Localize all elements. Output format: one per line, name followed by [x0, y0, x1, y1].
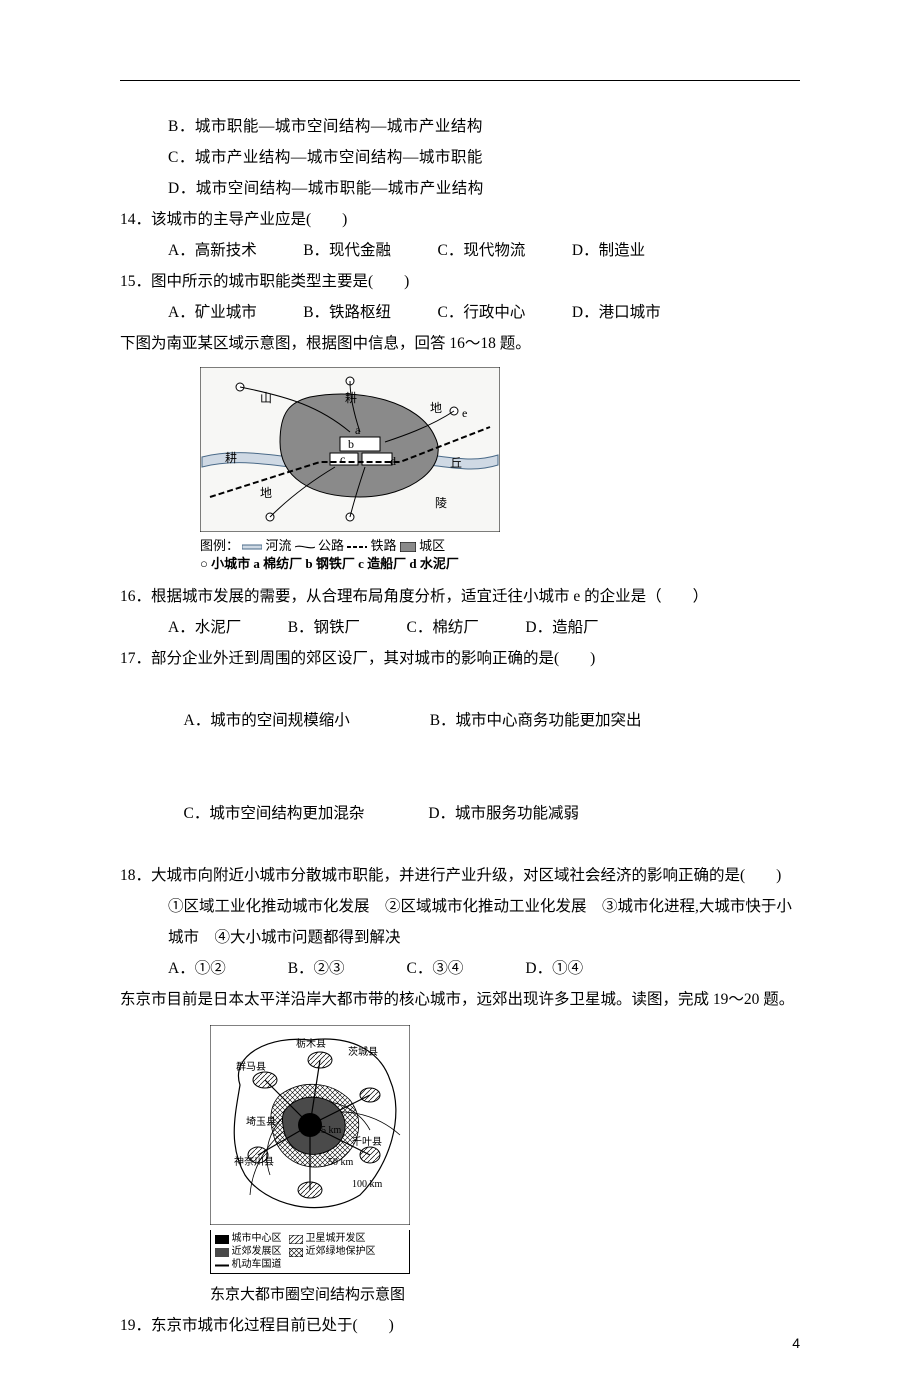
svg-text:陵: 陵 — [435, 496, 447, 510]
svg-text:茨城县: 茨城县 — [348, 1045, 378, 1058]
intro-16-18: 下图为南亚某区域示意图，根据图中信息，回答 16～18 题。 — [120, 328, 800, 359]
svg-text:耕: 耕 — [225, 450, 237, 465]
figure-1-legend-2: ○ 小城市 a 棉纺厂 b 钢铁厂 c 造船厂 d 水泥厂 — [200, 555, 500, 573]
q18-sub: ①区域工业化推动城市化发展 ②区域城市化推动工业化发展 ③城市化进程,大城市快于… — [120, 891, 800, 953]
svg-text:d: d — [390, 454, 396, 468]
svg-text:丘: 丘 — [450, 456, 462, 470]
svg-text:c: c — [340, 452, 345, 466]
q17-opt-b: B．城市中心商务功能更加突出 — [430, 712, 642, 729]
q17-stem: 17．部分企业外迁到周围的郊区设厂，其对城市的影响正确的是( ) — [120, 643, 800, 674]
figure-1-legend-1: 图例： 河流 公路 铁路 城区 — [200, 537, 500, 555]
svg-text:栃木县: 栃木县 — [296, 1037, 326, 1050]
svg-text:e: e — [462, 406, 467, 420]
figure-2-svg: 群马县 栃木县 茨城县 埼玉县 神奈川县 千叶县 15 km 50 km 100… — [210, 1025, 410, 1225]
svg-text:群马县: 群马县 — [236, 1060, 266, 1073]
q17-opt-d: D．城市服务功能减弱 — [428, 805, 579, 822]
page-number: 4 — [792, 1335, 800, 1351]
top-rule — [120, 80, 800, 81]
svg-text:50 km: 50 km — [328, 1157, 354, 1168]
svg-text:山: 山 — [260, 391, 272, 405]
q14-options: A．高新技术 B．现代金融 C．现代物流 D．制造业 — [120, 235, 800, 266]
q17-opt-c: C．城市空间结构更加混杂 — [184, 805, 365, 822]
figure-2-legend: 城市中心区 卫星城开发区 近郊发展区 近郊绿地保护区 机动车国道 — [210, 1230, 410, 1274]
intro-19-20: 东京市目前是日本太平洋沿岸大都市带的核心城市，远郊出现许多卫星城。读图，完成 1… — [120, 984, 800, 1015]
q17-options-row2: C．城市空间结构更加混杂 D．城市服务功能减弱 — [120, 767, 800, 860]
svg-text:b: b — [348, 437, 354, 451]
figure-2-caption: 东京大都市圈空间结构示意图 — [210, 1280, 800, 1310]
svg-text:a: a — [355, 423, 361, 437]
svg-text:15 km: 15 km — [316, 1125, 342, 1136]
q15-options: A．矿业城市 B．铁路枢纽 C．行政中心 D．港口城市 — [120, 297, 800, 328]
option-c: C．城市产业结构—城市空间结构—城市职能 — [120, 142, 800, 173]
q18-options: A．①② B．②③ C．③④ D．①④ — [120, 953, 800, 984]
q17-options-row1: A．城市的空间规模缩小 B．城市中心商务功能更加突出 — [120, 674, 800, 767]
q16-stem: 16．根据城市发展的需要，从合理布局角度分析，适宜迁往小城市 e 的企业是（ ） — [120, 581, 800, 612]
svg-text:神奈川县: 神奈川县 — [234, 1155, 274, 1168]
q15-stem: 15．图中所示的城市职能类型主要是( ) — [120, 266, 800, 297]
option-d: D．城市空间结构—城市职能—城市产业结构 — [120, 173, 800, 204]
q18-stem: 18．大城市向附近小城市分散城市职能，并进行产业升级，对区域社会经济的影响正确的… — [120, 860, 800, 891]
svg-text:地: 地 — [260, 486, 272, 500]
svg-text:100 km: 100 km — [352, 1179, 383, 1190]
svg-text:埼玉县: 埼玉县 — [246, 1115, 276, 1128]
svg-text:地: 地 — [430, 401, 442, 415]
svg-text:耕: 耕 — [345, 390, 357, 405]
svg-text:千叶县: 千叶县 — [352, 1136, 382, 1148]
figure-1: 山 耕 地 e a b c d 耕 丘 地 陵 图例： 河流 公路 铁路 — [200, 367, 800, 573]
q19-stem: 19．东京市城市化过程目前已处于( ) — [120, 1310, 800, 1341]
option-b: B．城市职能—城市空间结构—城市产业结构 — [120, 111, 800, 142]
q16-options: A．水泥厂 B．钢铁厂 C．棉纺厂 D．造船厂 — [120, 612, 800, 643]
q14-stem: 14．该城市的主导产业应是( ) — [120, 204, 800, 235]
q17-opt-a: A．城市的空间规模缩小 — [184, 712, 350, 729]
figure-1-svg: 山 耕 地 e a b c d 耕 丘 地 陵 — [200, 367, 500, 532]
figure-2: 群马县 栃木县 茨城县 埼玉县 神奈川县 千叶县 15 km 50 km 100… — [210, 1025, 800, 1274]
